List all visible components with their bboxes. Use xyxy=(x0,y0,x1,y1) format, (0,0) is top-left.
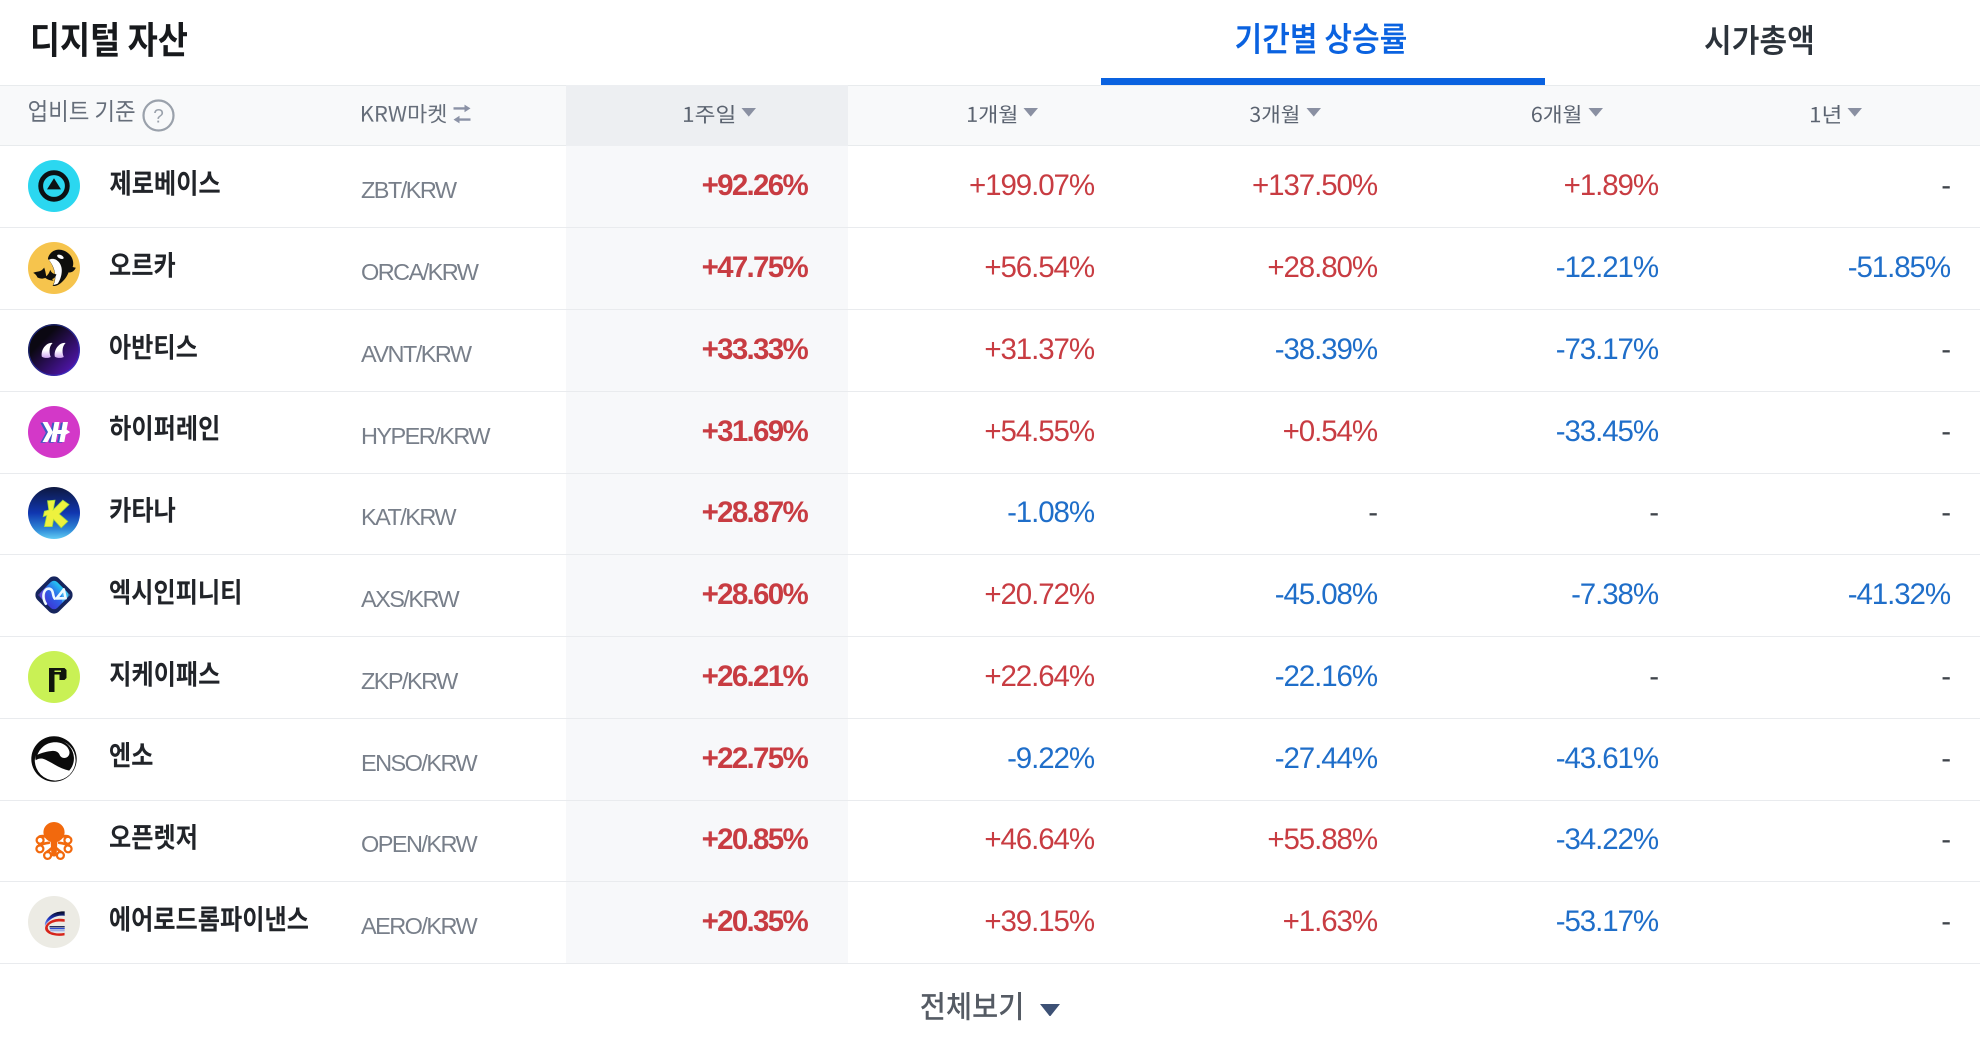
svg-text:?: ? xyxy=(153,106,164,127)
